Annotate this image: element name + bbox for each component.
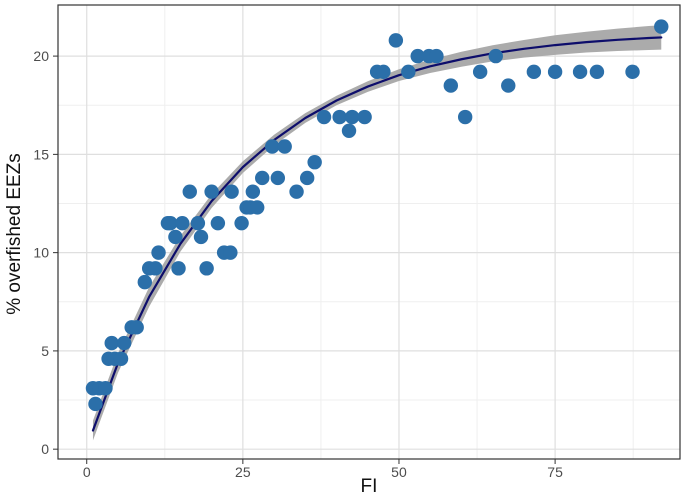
y-axis-title: % overfished EEZs — [4, 153, 25, 315]
data-point — [429, 48, 444, 64]
data-point — [299, 170, 315, 186]
data-point — [250, 200, 265, 215]
data-point — [388, 33, 404, 48]
data-point — [193, 229, 209, 245]
data-point — [457, 109, 473, 125]
y-tick-label: 5 — [41, 343, 49, 359]
x-tick-label: 50 — [391, 464, 407, 480]
data-point — [488, 48, 503, 64]
data-points-layer — [85, 19, 669, 412]
data-point — [270, 170, 286, 186]
y-tick-label: 15 — [33, 146, 49, 162]
data-point — [151, 245, 166, 260]
data-point — [472, 64, 488, 80]
data-point — [168, 229, 183, 245]
x-tick-label: 25 — [235, 464, 251, 480]
data-point — [190, 215, 206, 231]
data-point — [163, 215, 178, 231]
data-point — [401, 64, 416, 80]
data-point — [589, 64, 605, 80]
data-point — [316, 109, 332, 125]
data-point — [341, 123, 357, 138]
x-tick-label: 75 — [547, 464, 563, 480]
data-point — [129, 320, 144, 335]
data-point — [289, 184, 304, 199]
plot-border — [57, 4, 681, 460]
data-point — [572, 64, 588, 80]
axis-layer — [53, 4, 681, 464]
data-point — [113, 351, 129, 366]
data-point — [224, 184, 239, 199]
data-point — [307, 155, 322, 170]
data-point — [265, 139, 280, 154]
data-point — [148, 261, 163, 276]
data-point — [137, 274, 153, 290]
data-point — [171, 261, 186, 276]
data-point — [204, 184, 219, 199]
y-tick-label: 10 — [33, 245, 49, 261]
x-tick-label: 0 — [83, 464, 91, 480]
data-point — [357, 109, 372, 125]
data-point — [104, 335, 119, 351]
data-point — [116, 335, 132, 351]
data-point — [526, 64, 542, 80]
y-tick-label: 20 — [33, 48, 49, 64]
x-axis-title: FI — [361, 476, 378, 497]
data-point — [255, 170, 270, 186]
data-point — [654, 19, 669, 34]
data-point — [199, 261, 214, 276]
y-tick-label: 0 — [41, 441, 49, 457]
data-point — [88, 396, 103, 412]
data-point — [210, 215, 226, 231]
data-point — [234, 215, 249, 231]
data-point — [625, 64, 640, 80]
data-point — [175, 215, 190, 231]
tick-label-layer: 0 25 50 75 0 5 10 15 20 — [33, 48, 563, 480]
data-point — [410, 48, 425, 64]
fit-line — [91, 36, 663, 432]
data-point — [277, 139, 292, 154]
data-point — [501, 78, 516, 93]
data-point — [547, 64, 563, 80]
data-point — [98, 381, 113, 396]
fit-line-layer — [91, 36, 663, 432]
data-point — [245, 184, 261, 199]
data-point — [344, 109, 360, 125]
data-point — [332, 109, 347, 125]
data-point — [376, 64, 391, 80]
grid-layer — [58, 5, 680, 459]
data-point — [182, 184, 197, 199]
data-point — [443, 78, 459, 93]
data-point — [223, 245, 238, 260]
